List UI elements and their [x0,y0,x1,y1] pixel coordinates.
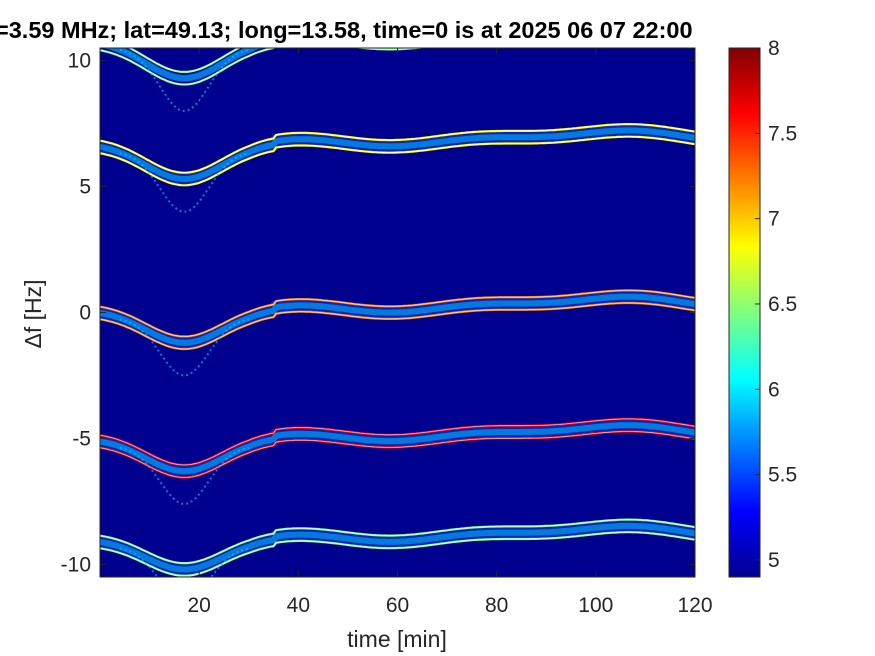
colorbar-tick-label: 6.5 [768,293,797,316]
trace-ghost [119,446,249,505]
colorbar-tick-label: 7.5 [768,122,797,145]
y-axis: 10 5 0 -5 -10 [61,50,695,576]
colorbar-tick-label: 5 [768,549,780,572]
x-tick-label: 80 [485,594,508,617]
trace-line-core [100,418,695,466]
colorbar-tick-label: 5.5 [768,464,797,487]
trace-glow [104,48,262,82]
x-tick-label: 40 [287,594,310,617]
colorbar-tick-label: 7 [768,208,780,231]
trace-group [100,48,695,577]
colorbar-tick-label: 8 [768,37,780,60]
trace-ghost [119,152,250,213]
colorbar-ticks: 8 7.5 7 6.5 6 5.5 5 [755,37,797,572]
y-tick-label: 0 [79,302,91,325]
colorbar-tick-label: 6 [768,378,780,401]
x-tick-label: 60 [386,594,409,617]
trace-line-core [100,431,695,478]
x-tick-label: 120 [677,594,712,617]
trace-line-core [100,302,695,350]
trace-line-core [128,48,240,73]
trace-line-core [100,123,695,174]
chart-title: =3.59 MHz; lat=49.13; long=13.58, time=0… [0,17,693,43]
x-axis-label: time [min] [347,626,447,652]
y-tick-label: -10 [61,553,91,576]
trace-glow [100,127,695,183]
x-axis: 20 40 60 80 100 120 [187,48,713,617]
x-tick-label: 20 [187,594,210,617]
trace-glow [100,522,695,573]
y-tick-label: 5 [79,176,91,199]
y-tick-label: -5 [72,427,91,450]
trace-glow [100,293,695,346]
trace-glow [100,422,695,475]
trace-line-core [100,519,695,564]
colorbar: 8 7.5 7 6.5 6 5.5 5 [728,37,797,578]
colorbar-frame [728,47,761,578]
y-axis-label: Δf [Hz] [20,279,46,348]
trace-line-core [100,290,695,337]
x-tick-label: 100 [578,594,613,617]
trace-ghost [119,318,249,377]
colorbar-gradient [729,48,760,577]
trace-line-core [100,136,695,186]
y-tick-label: 10 [68,50,91,73]
plot-area [99,47,696,578]
trace-ghost [119,49,250,113]
